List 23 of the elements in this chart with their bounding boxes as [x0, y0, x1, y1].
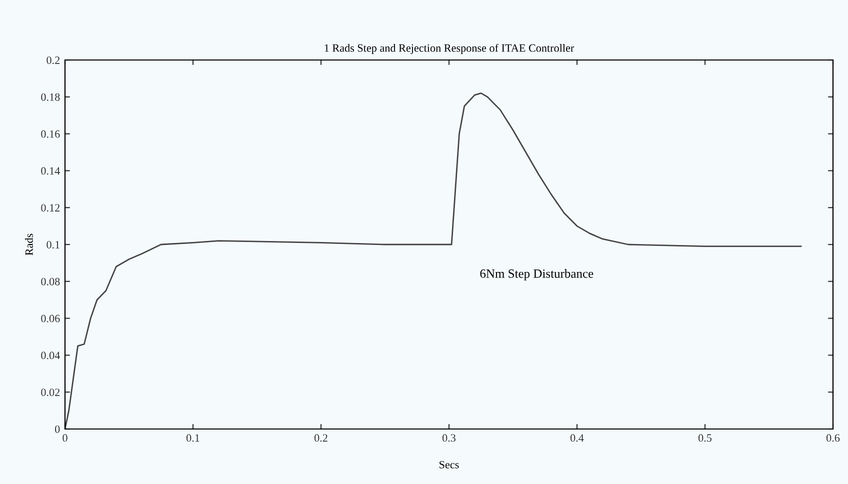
y-tick-label: 0.2	[46, 56, 60, 64]
x-tick-label: 0.2	[314, 434, 328, 442]
x-tick-label: 0.6	[826, 434, 840, 442]
x-tick-label: 0.5	[698, 434, 712, 442]
y-tick-label: 0.06	[41, 314, 60, 322]
x-axis-title: Secs	[440, 460, 459, 468]
x-tick-label: 0.1	[186, 434, 200, 442]
y-tick-label: 0.12	[41, 204, 60, 212]
y-tick-label: 0.08	[41, 278, 60, 286]
y-tick-label: 0.18	[41, 93, 60, 101]
chart-title: 1 Rads Step and Rejection Response of ITAE Controller	[324, 44, 574, 54]
x-tick-label: 0.4	[570, 434, 584, 442]
y-axis-title: Rads	[25, 234, 33, 256]
annotation: 6Nm Step Disturbance	[480, 269, 594, 280]
x-tick-label: 0.3	[442, 434, 456, 442]
y-tick-label: 0.02	[41, 388, 60, 396]
y-tick-label: 0.04	[41, 352, 60, 360]
line-series	[65, 92, 802, 429]
y-tick-label: 0.1	[46, 240, 60, 249]
y-tick-label: 0	[55, 425, 60, 433]
y-tick-label: 0.16	[41, 130, 60, 138]
y-tick-label: 0.14	[41, 167, 60, 175]
x-tick-label: 0	[62, 434, 68, 442]
